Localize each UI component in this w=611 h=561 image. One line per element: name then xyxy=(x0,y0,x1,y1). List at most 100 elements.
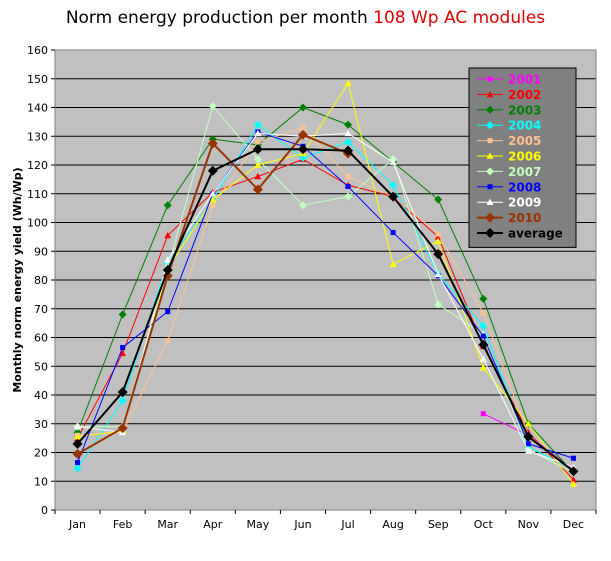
data-point xyxy=(479,364,487,371)
y-tick-label: 150 xyxy=(27,73,48,86)
data-point xyxy=(254,161,262,168)
data-point xyxy=(389,260,397,267)
series-line xyxy=(77,131,574,463)
data-point xyxy=(480,411,486,417)
data-point xyxy=(164,256,172,263)
data-point xyxy=(523,431,534,442)
data-point xyxy=(73,464,82,473)
legend-item-2009: 2009 xyxy=(477,196,541,210)
legend-item-2002: 2002 xyxy=(477,88,541,102)
data-point xyxy=(209,196,217,203)
legend-label: 2005 xyxy=(508,134,541,148)
data-point xyxy=(74,423,82,430)
data-point xyxy=(117,423,128,434)
data-point xyxy=(74,433,82,440)
y-tick-label: 40 xyxy=(34,389,48,402)
data-point xyxy=(478,339,489,350)
data-point xyxy=(253,155,262,164)
data-point xyxy=(389,158,397,165)
legend-label: 2010 xyxy=(508,211,541,225)
legend-label: 2003 xyxy=(508,103,541,117)
legend-label: 2008 xyxy=(508,180,541,194)
data-point xyxy=(525,441,531,447)
data-point xyxy=(434,195,443,204)
series-line xyxy=(77,106,574,473)
x-tick-label: Mar xyxy=(157,518,178,531)
data-point xyxy=(208,102,217,111)
legend-label: 2009 xyxy=(508,196,541,210)
legend-item-2010: 2010 xyxy=(477,211,541,225)
y-axis-label: Monthly norm energy yield (Wh/Wp) xyxy=(11,167,24,392)
data-point xyxy=(343,145,354,156)
y-tick-label: 140 xyxy=(27,102,48,115)
data-point xyxy=(207,138,218,149)
y-axis-ticks: 0 10 20 30 40 50 60 70 80 90 100 110 120 130 140 150 160 xyxy=(27,44,55,517)
data-point xyxy=(163,201,172,210)
data-point xyxy=(162,264,173,275)
series-group xyxy=(72,79,579,487)
data-point xyxy=(434,233,442,240)
legend-marker xyxy=(486,105,494,114)
y-tick-label: 80 xyxy=(34,274,48,287)
legend-marker xyxy=(486,121,494,130)
legend-label: 2002 xyxy=(508,88,541,102)
legend-label: 2004 xyxy=(508,119,541,133)
x-tick-label: Jan xyxy=(68,518,86,531)
chart-title: Norm energy production per month 108 Wp … xyxy=(0,8,611,28)
legend-item-2001: 2001 xyxy=(477,73,541,87)
data-point xyxy=(434,237,442,244)
legend-marker xyxy=(487,76,493,82)
data-point xyxy=(480,333,486,339)
data-point xyxy=(480,310,486,316)
data-point xyxy=(209,190,217,197)
x-tick-label: Nov xyxy=(518,518,540,531)
data-point xyxy=(164,231,172,239)
chart-title-accent: 108 Wp AC modules xyxy=(373,8,546,28)
legend-label: 2007 xyxy=(508,165,541,179)
data-point xyxy=(479,322,488,330)
data-point xyxy=(434,270,442,278)
legend-marker xyxy=(486,90,494,98)
series-line xyxy=(76,148,575,472)
data-point xyxy=(524,447,532,454)
legend-marker xyxy=(487,184,493,190)
data-point xyxy=(435,231,441,237)
y-tick-label: 10 xyxy=(34,475,48,488)
legend-marker xyxy=(486,167,494,176)
data-point xyxy=(207,165,218,176)
x-tick-label: Aug xyxy=(382,518,403,531)
legend-item-2003: 2003 xyxy=(477,103,541,117)
data-point xyxy=(479,294,488,303)
data-point xyxy=(297,144,308,155)
data-point xyxy=(254,173,262,180)
data-point xyxy=(118,396,127,405)
data-point xyxy=(117,387,128,398)
legend-item-2007: 2007 xyxy=(477,165,541,179)
legend-item-2005: 2005 xyxy=(477,134,541,148)
data-point xyxy=(344,192,353,201)
legend-marker xyxy=(485,212,495,223)
legend-item-2004: 2004 xyxy=(477,119,541,133)
x-tick-label: Jul xyxy=(340,518,354,531)
x-tick-label: May xyxy=(247,518,270,531)
series-line xyxy=(77,127,574,474)
legend-item-average: average xyxy=(477,227,563,241)
x-tick-label: Sep xyxy=(428,518,449,531)
legend-item-2008: 2008 xyxy=(477,180,541,194)
series-average xyxy=(72,144,579,477)
x-tick-label: Dec xyxy=(563,518,584,531)
data-point xyxy=(297,129,308,140)
data-point xyxy=(390,230,396,236)
y-tick-label: 60 xyxy=(34,332,48,345)
data-point xyxy=(389,181,398,190)
chart-title-main: Norm energy production per month xyxy=(65,8,368,28)
data-point xyxy=(119,349,127,357)
data-point xyxy=(254,129,262,137)
data-point xyxy=(479,355,487,362)
x-axis-ticks: Jan Feb Mar Apr May Jun Jul Aug Sep Oct Nov Dec xyxy=(54,510,597,531)
data-point xyxy=(210,202,216,208)
legend-marker xyxy=(486,152,494,159)
data-point xyxy=(345,184,351,190)
